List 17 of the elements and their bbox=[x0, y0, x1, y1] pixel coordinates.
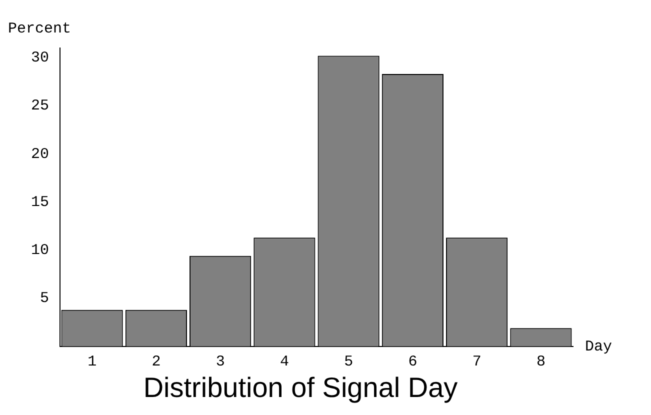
x-tick-label: 1 bbox=[88, 353, 97, 370]
x-tick-label: 3 bbox=[216, 353, 225, 370]
text: Distribution of Signal Day bbox=[143, 372, 458, 403]
y-axis-title: Percent bbox=[8, 20, 72, 38]
x-tick-label: 4 bbox=[280, 353, 289, 370]
x-tick-label: 5 bbox=[344, 353, 354, 370]
y-tick-label: 15 bbox=[30, 194, 50, 211]
x-tick-label: 7 bbox=[472, 353, 482, 370]
y-tick-label: 10 bbox=[30, 242, 50, 260]
x-tick-label: 6 bbox=[408, 353, 418, 370]
y-tick-label: 20 bbox=[30, 146, 50, 163]
y-tick-label: 5 bbox=[40, 290, 50, 308]
x-axis-title: Day bbox=[585, 338, 612, 356]
y-tick-label: 25 bbox=[30, 98, 50, 115]
x-tick-label: 2 bbox=[152, 353, 161, 370]
x-tick-label: 8 bbox=[536, 353, 546, 370]
y-tick-label: 30 bbox=[30, 50, 50, 67]
